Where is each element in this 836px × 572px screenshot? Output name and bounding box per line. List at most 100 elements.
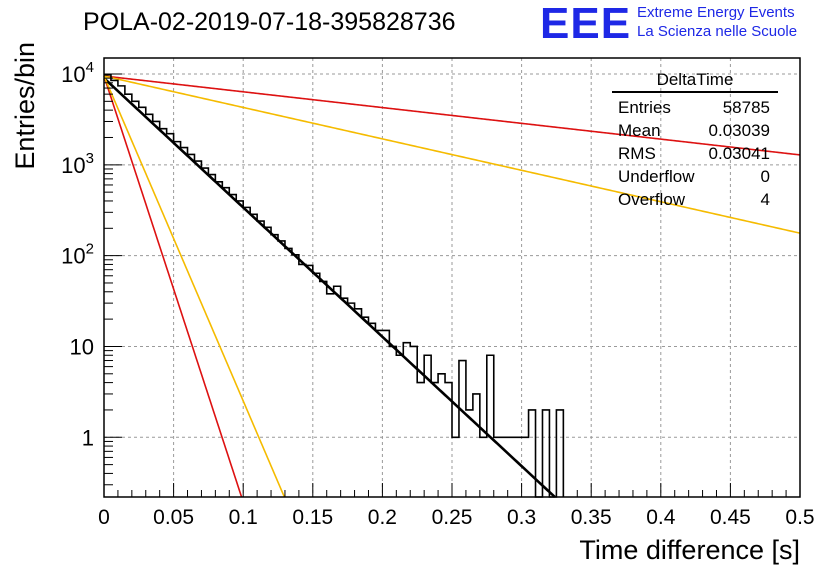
stats-row-mean: Mean 0.03039 <box>612 119 778 142</box>
fit-curves <box>103 75 801 498</box>
histogram-bin <box>160 129 167 497</box>
histogram-bin <box>452 437 459 497</box>
histogram-bin <box>278 241 285 497</box>
histogram-bin <box>257 221 264 497</box>
stats-row-overflow: Overflow 4 <box>612 188 778 211</box>
histogram-bin <box>515 437 522 497</box>
y-tick-label: 103 <box>61 150 94 178</box>
x-tick-label: 0.4 <box>646 506 676 529</box>
y-tick-label: 10 <box>70 334 94 359</box>
x-tick-label: 0 <box>98 506 110 529</box>
histogram-outline <box>104 73 565 498</box>
histogram-bin <box>167 134 174 497</box>
x-tick-label: 0.1 <box>229 506 258 529</box>
axis-ticks <box>103 73 801 497</box>
histogram-bin <box>299 264 306 497</box>
stats-row-entries: Entries 58785 <box>612 96 778 119</box>
histogram-bin <box>466 410 473 497</box>
histogram-bin <box>459 361 466 497</box>
histogram-bin <box>320 281 327 497</box>
fit-curve-5 <box>103 75 286 498</box>
x-tick-labels: 0 0.05 0.1 0.15 0.2 0.25 0.3 0.35 0.4 0.45 0.5 <box>98 506 814 529</box>
stats-row-underflow: Underflow 0 <box>612 165 778 188</box>
stats-value: 0.03039 <box>708 121 770 140</box>
fit-curve-1 <box>103 77 556 498</box>
stats-row-rms: RMS 0.03041 <box>612 142 778 165</box>
histogram-bin <box>194 161 201 497</box>
x-tick-label: 0.25 <box>432 506 473 529</box>
histogram-bin <box>313 273 320 497</box>
stats-label: Underflow <box>618 167 695 186</box>
stats-value: 0.03041 <box>708 144 770 163</box>
histogram-bin <box>146 114 153 497</box>
histogram-bin <box>111 80 118 497</box>
x-tick-label: 0.15 <box>292 506 333 529</box>
stats-label: Mean <box>618 121 661 140</box>
y-axis-label: Entries/bin <box>10 42 40 170</box>
histogram-bin <box>104 75 111 497</box>
x-tick-label: 0.5 <box>785 506 814 529</box>
y-tick-label: 102 <box>61 241 94 269</box>
stats-label: Overflow <box>618 190 686 209</box>
histogram-bin <box>229 195 236 497</box>
histogram-bin <box>327 294 334 497</box>
histogram-bin <box>285 248 292 497</box>
histogram-bin <box>403 343 410 497</box>
histogram-bin <box>188 154 195 497</box>
logo-line-2: La Scienza nelle Scuole <box>637 23 798 40</box>
histogram-bin <box>348 303 355 497</box>
histogram-bin <box>125 94 132 497</box>
histogram-bin <box>389 346 396 497</box>
histogram-bin <box>236 201 243 497</box>
stats-box-title: DeltaTime <box>612 70 778 93</box>
stats-value: 58785 <box>722 98 770 117</box>
histogram-bin <box>334 286 341 497</box>
histogram-bin <box>271 235 278 497</box>
histogram-bin <box>508 437 515 497</box>
histogram-bin <box>306 265 313 497</box>
histogram-bin <box>382 330 389 497</box>
x-axis-label: Time difference [s] <box>579 535 800 565</box>
histogram-bin <box>153 121 160 497</box>
histogram-bin <box>542 410 549 497</box>
stats-box: DeltaTime Entries 58785 Mean 0.03039 RMS… <box>612 70 778 211</box>
x-tick-label: 0.05 <box>153 506 194 529</box>
stats-label: Entries <box>618 98 671 117</box>
histogram-bin <box>118 86 125 497</box>
logo-line-1: Extreme Energy Events <box>637 4 795 21</box>
fit-curve-3 <box>103 75 801 234</box>
histogram-bin <box>355 309 362 497</box>
stats-value: 0 <box>760 167 770 186</box>
x-tick-label: 0.45 <box>710 506 751 529</box>
histogram-bin <box>375 330 382 497</box>
histogram-bin <box>243 207 250 497</box>
x-tick-label: 0.3 <box>507 506 536 529</box>
histogram-bin <box>480 437 487 497</box>
stats-value: 4 <box>760 190 770 209</box>
histogram-bin <box>208 175 215 497</box>
histogram-bins <box>104 73 565 498</box>
histogram-bin <box>417 383 424 497</box>
histogram-bin <box>396 355 403 497</box>
y-tick-label: 104 <box>61 59 94 87</box>
histogram-bin <box>529 410 536 497</box>
histogram-bin <box>556 410 563 497</box>
histogram-bin <box>362 317 369 497</box>
chart-title: POLA-02-2019-07-18-395828736 <box>83 8 456 36</box>
stats-label: RMS <box>618 144 656 163</box>
y-tick-labels: 1 10 102 103 104 <box>61 59 94 450</box>
y-tick-label: 1 <box>82 425 94 450</box>
histogram-bin <box>431 383 438 497</box>
histogram-bin <box>341 298 348 497</box>
histogram-bin <box>201 168 208 497</box>
histogram-bin <box>292 255 299 497</box>
x-tick-label: 0.2 <box>368 506 397 529</box>
histogram-bin <box>487 355 494 497</box>
histogram-bin <box>250 214 257 497</box>
x-tick-label: 0.35 <box>571 506 612 529</box>
histogram-bin <box>174 142 181 497</box>
fit-curve-2 <box>103 75 801 156</box>
histogram-bin <box>473 394 480 497</box>
fit-curve-4 <box>103 75 243 498</box>
